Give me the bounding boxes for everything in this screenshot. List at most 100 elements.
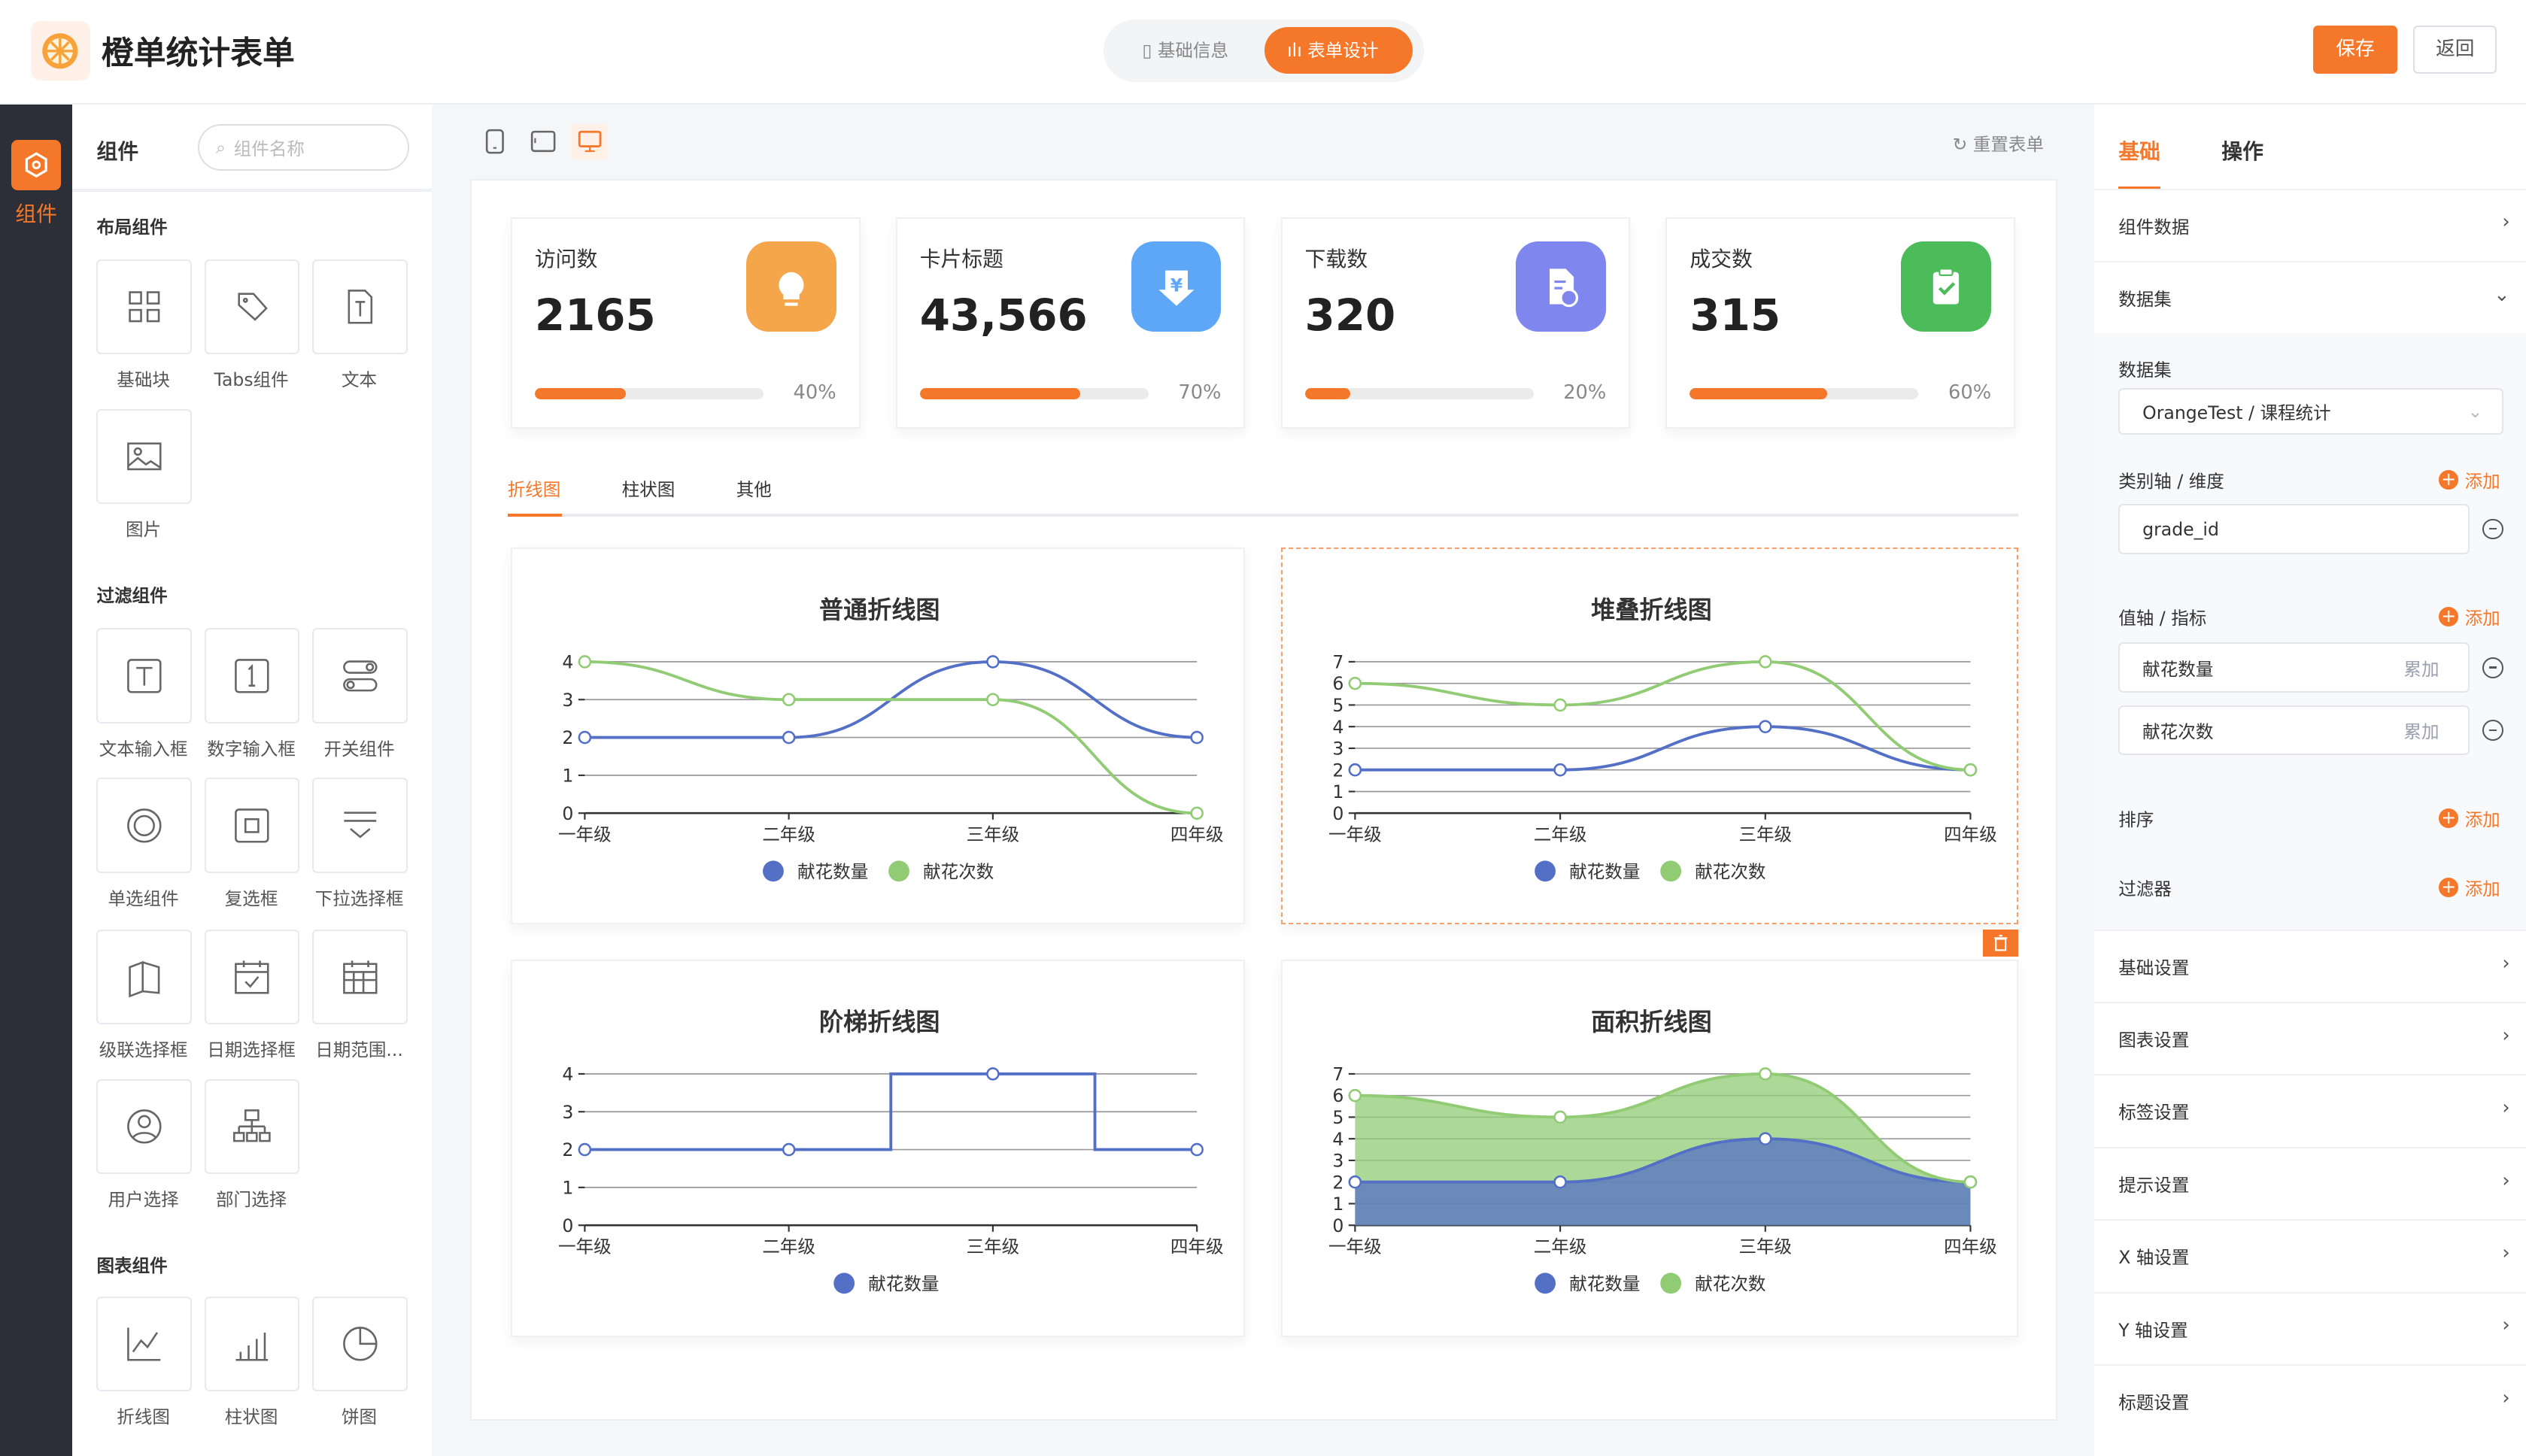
chart-tab[interactable]: 折线图: [507, 478, 561, 500]
component-tile[interactable]: [204, 259, 300, 355]
data-point[interactable]: [1553, 1111, 1567, 1124]
stat-card[interactable]: 成交数 315 60%: [1665, 217, 2016, 429]
legend-marker[interactable]: [1659, 860, 1681, 882]
legend-marker[interactable]: [833, 1272, 855, 1294]
data-point[interactable]: [1758, 1067, 1772, 1081]
data-point[interactable]: [986, 1067, 1000, 1081]
component-tile[interactable]: [204, 1078, 300, 1175]
component-tile[interactable]: [312, 929, 408, 1025]
legend-marker[interactable]: [888, 860, 909, 882]
legend-label[interactable]: 献花数量: [1569, 1273, 1640, 1294]
dataset-select[interactable]: OrangeTest / 课程统计 ⌄: [2118, 388, 2504, 435]
legend-label[interactable]: 献花数量: [1569, 861, 1640, 882]
metric-input[interactable]: 献花次数 累加: [2118, 705, 2470, 756]
component-tile[interactable]: [96, 929, 192, 1025]
data-point[interactable]: [1553, 763, 1567, 777]
data-point[interactable]: [782, 1143, 796, 1157]
data-point[interactable]: [1758, 1132, 1772, 1146]
data-point[interactable]: [578, 1143, 592, 1157]
component-tile[interactable]: [204, 1296, 300, 1392]
data-point[interactable]: [1348, 677, 1362, 690]
legend-marker[interactable]: [1659, 1272, 1681, 1294]
device-mobile-button[interactable]: [477, 124, 512, 159]
component-tile[interactable]: [96, 778, 192, 873]
stat-card[interactable]: 卡片标题 43,566 ¥70%: [895, 217, 1246, 429]
data-point[interactable]: [1190, 1143, 1204, 1157]
legend-label[interactable]: 献花数量: [868, 1273, 939, 1294]
chart-widget[interactable]: 面积折线图 0 1 2 3 4 5 6 7 一年级 二年级 三年级 四年级 献花数量 献花次数: [1280, 960, 2019, 1337]
stat-card[interactable]: 下载数 320 20%: [1280, 217, 1631, 429]
data-point[interactable]: [1963, 763, 1977, 777]
data-point[interactable]: [782, 693, 796, 707]
component-tile[interactable]: [96, 408, 192, 505]
legend-marker[interactable]: [1534, 860, 1556, 882]
data-point[interactable]: [1348, 1089, 1362, 1103]
data-point[interactable]: [1553, 1175, 1567, 1189]
component-tile[interactable]: [312, 1296, 408, 1392]
settings-row[interactable]: 图表设置 ›: [2094, 1002, 2526, 1075]
settings-row[interactable]: 基础设置 ›: [2094, 929, 2526, 1003]
segment-form-design[interactable]: ılı 表单设计: [1265, 27, 1413, 74]
data-point[interactable]: [578, 655, 592, 669]
category-field-input[interactable]: grade_id: [2118, 504, 2470, 554]
settings-row[interactable]: Y 轴设置 ›: [2094, 1291, 2526, 1364]
component-tile[interactable]: [96, 628, 192, 723]
device-desktop-button[interactable]: [572, 123, 608, 159]
chart-widget[interactable]: 普通折线图 0 1 2 3 4 一年级 二年级 三年级 四年级 献花数量 献花次数: [510, 548, 1246, 925]
remove-category-button[interactable]: [2482, 518, 2504, 540]
settings-row[interactable]: X 轴设置 ›: [2094, 1219, 2526, 1292]
data-point[interactable]: [782, 730, 796, 745]
component-tile[interactable]: [96, 1078, 192, 1175]
component-data-row[interactable]: 组件数据 ›: [2094, 188, 2526, 261]
component-tile[interactable]: [312, 628, 408, 723]
save-button[interactable]: 保存: [2313, 26, 2397, 74]
data-point[interactable]: [986, 693, 1000, 707]
settings-row[interactable]: 提示设置 ›: [2094, 1146, 2526, 1220]
device-tablet-button[interactable]: [525, 124, 560, 159]
add-category-button[interactable]: + 添加: [2439, 467, 2500, 493]
component-tile[interactable]: [204, 778, 300, 873]
data-point[interactable]: [1190, 730, 1204, 745]
add-filter-button[interactable]: + 添加: [2439, 875, 2500, 900]
chart-tab[interactable]: 柱状图: [621, 478, 676, 500]
data-point[interactable]: [1758, 720, 1772, 734]
stat-card[interactable]: 访问数 2165 40%: [510, 217, 861, 429]
tab-basic[interactable]: 基础: [2118, 138, 2160, 164]
component-tile[interactable]: [312, 778, 408, 873]
legend-label[interactable]: 献花次数: [1695, 1273, 1765, 1294]
remove-metric-button[interactable]: [2482, 657, 2504, 678]
add-sort-button[interactable]: + 添加: [2439, 805, 2500, 831]
components-rail-button[interactable]: [11, 140, 62, 190]
settings-row[interactable]: 标签设置 ›: [2094, 1074, 2526, 1147]
chart-widget[interactable]: 阶梯折线图 0 1 2 3 4 一年级 二年级 三年级 四年级 献花数量: [510, 960, 1246, 1337]
data-point[interactable]: [578, 730, 592, 745]
tab-actions[interactable]: 操作: [2221, 138, 2263, 164]
data-point[interactable]: [1553, 698, 1567, 712]
component-tile[interactable]: [96, 259, 192, 355]
chart-widget[interactable]: 堆叠折线图 0 1 2 3 4 5 6 7 一年级 二年级 三年级 四年级 献花数量 献花次数: [1280, 548, 2019, 925]
component-tile[interactable]: [312, 259, 408, 355]
metric-aggregation[interactable]: 累加: [2403, 721, 2439, 743]
segment-basic-info[interactable]: ▯ 基础信息: [1129, 27, 1241, 74]
metric-aggregation[interactable]: 累加: [2403, 658, 2439, 680]
data-point[interactable]: [1190, 806, 1204, 821]
data-point[interactable]: [1348, 1175, 1362, 1189]
metric-input[interactable]: 献花数量 累加: [2118, 642, 2470, 693]
delete-widget-button[interactable]: [1983, 929, 2019, 957]
component-search-input[interactable]: ⌕ 组件名称: [198, 123, 409, 171]
component-tile[interactable]: [96, 1296, 192, 1392]
legend-marker[interactable]: [762, 860, 784, 882]
back-button[interactable]: 返回: [2413, 26, 2497, 74]
data-point[interactable]: [1348, 763, 1362, 777]
chart-tab[interactable]: 其他: [736, 478, 772, 500]
add-metric-button[interactable]: + 添加: [2439, 604, 2500, 629]
legend-label[interactable]: 献花数量: [797, 861, 868, 882]
settings-row[interactable]: 标题设置 ›: [2094, 1363, 2526, 1437]
legend-label[interactable]: 献花次数: [1695, 861, 1765, 882]
data-point[interactable]: [1758, 655, 1772, 669]
data-point[interactable]: [986, 655, 1000, 669]
legend-label[interactable]: 献花次数: [923, 861, 994, 882]
component-tile[interactable]: [204, 929, 300, 1025]
dataset-section-row[interactable]: 数据集 ⌄: [2094, 260, 2526, 334]
legend-marker[interactable]: [1534, 1272, 1556, 1294]
